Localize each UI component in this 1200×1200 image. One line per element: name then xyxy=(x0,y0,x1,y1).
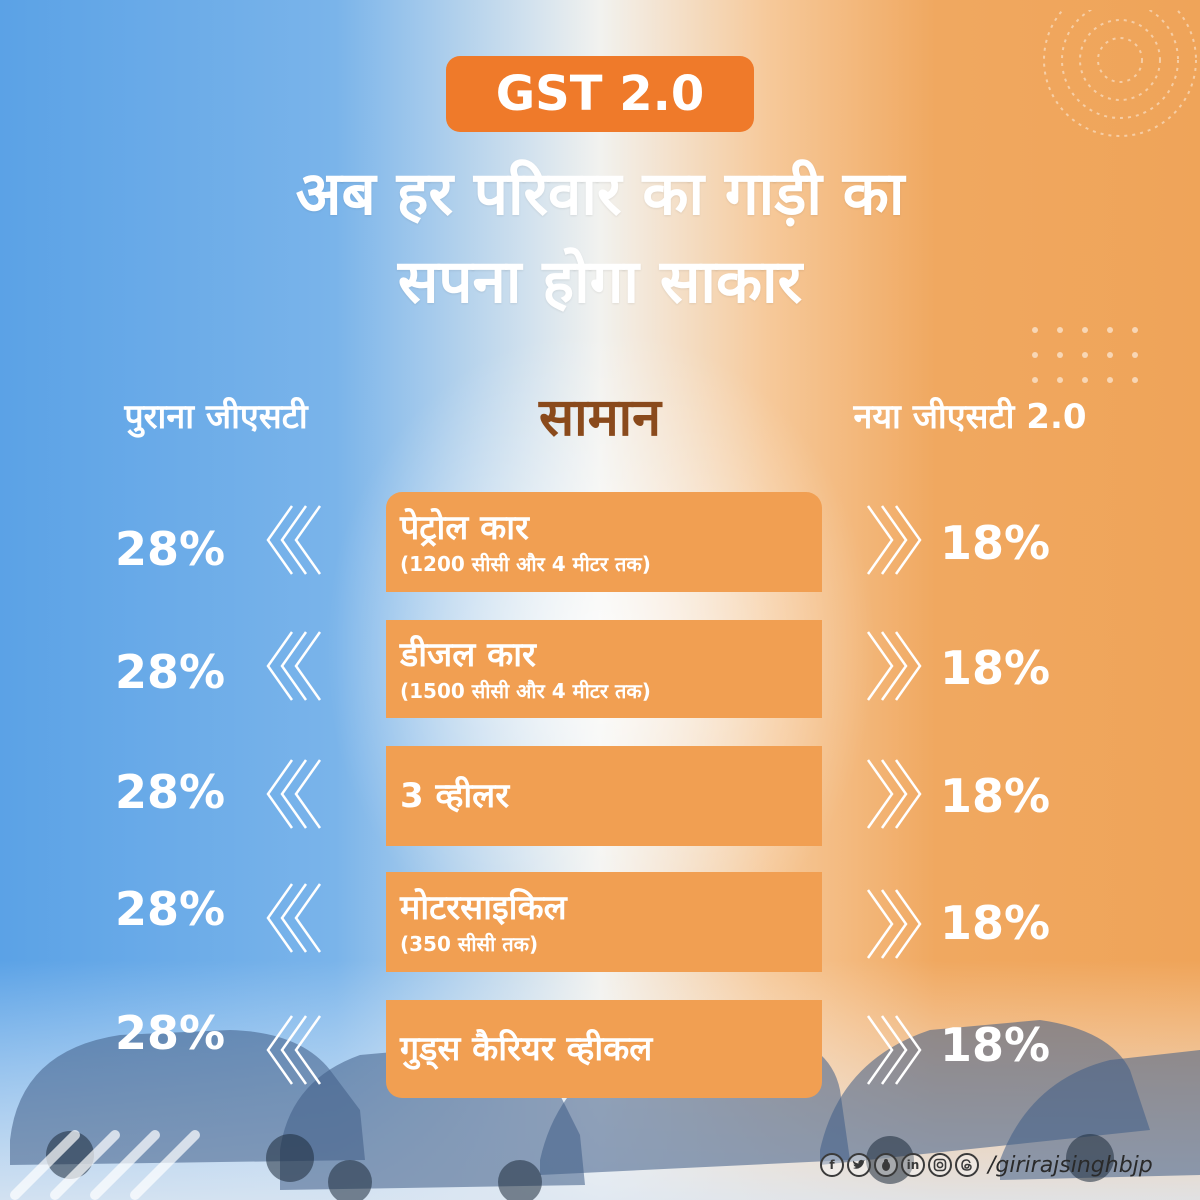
decorative-dots xyxy=(1032,327,1138,383)
old-rate-3-wheeler: 28% xyxy=(114,765,226,819)
item-name: गुड्स कैरियर व्हीकल xyxy=(400,1029,653,1069)
chevron-left-icon xyxy=(266,631,322,701)
linkedin-icon[interactable]: in xyxy=(901,1153,925,1177)
new-rate-3-wheeler: 18% xyxy=(939,769,1051,823)
old-rate-goods-carrier: 28% xyxy=(114,1006,226,1060)
chevron-right-icon xyxy=(866,505,922,575)
new-rate-goods-carrier: 18% xyxy=(939,1018,1051,1072)
item-motorcycle: मोटरसाइकिल (350 सीसी तक) xyxy=(386,872,822,972)
item-goods-carrier: गुड्स कैरियर व्हीकल xyxy=(386,1000,822,1098)
item-detail: (1200 सीसी और 4 मीटर तक) xyxy=(400,552,651,576)
chevron-right-icon xyxy=(866,759,922,829)
item-name: पेट्रोल कार xyxy=(400,508,529,548)
item-name: मोटरसाइकिल xyxy=(400,888,567,928)
old-rate-motorcycle: 28% xyxy=(114,882,226,936)
item-3-wheeler: 3 व्हीलर xyxy=(386,746,822,846)
item-detail: (1500 सीसी और 4 मीटर तक) xyxy=(400,679,651,703)
gst-badge: GST 2.0 xyxy=(446,56,754,132)
chevron-right-icon xyxy=(866,1015,922,1085)
new-rate-diesel-car: 18% xyxy=(939,641,1051,695)
chevron-right-icon xyxy=(866,631,922,701)
item-petrol-car: पेट्रोल कार (1200 सीसी और 4 मीटर तक) xyxy=(386,492,822,592)
old-gst-heading: पुराना जीएसटी xyxy=(124,397,308,437)
item-heading: सामान xyxy=(538,388,662,448)
chevron-right-icon xyxy=(866,889,922,959)
headline: अब हर परिवार का गाड़ी का सपना होगा साकार xyxy=(100,150,1100,326)
facebook-icon[interactable]: f xyxy=(820,1153,844,1177)
chevron-left-icon xyxy=(266,759,322,829)
social-handle[interactable]: /girirajsinghbjp xyxy=(988,1152,1153,1178)
threads-icon[interactable] xyxy=(955,1153,979,1177)
chevron-left-icon xyxy=(266,883,322,953)
new-rate-petrol-car: 18% xyxy=(939,516,1051,570)
badge-text: GST 2.0 xyxy=(495,66,705,122)
koo-icon[interactable] xyxy=(874,1153,898,1177)
chevron-left-icon xyxy=(266,505,322,575)
item-diesel-car: डीजल कार (1500 सीसी और 4 मीटर तक) xyxy=(386,620,822,718)
new-rate-motorcycle: 18% xyxy=(939,896,1051,950)
new-gst-heading: नया जीएसटी 2.0 xyxy=(853,397,1087,437)
headline-line-1: अब हर परिवार का गाड़ी का xyxy=(295,159,905,229)
headline-line-2: सपना होगा साकार xyxy=(397,247,803,317)
old-rate-diesel-car: 28% xyxy=(114,645,226,699)
social-footer: f in /girirajsinghbjp xyxy=(820,1144,1190,1186)
item-detail: (350 सीसी तक) xyxy=(400,932,539,956)
twitter-icon[interactable] xyxy=(847,1153,871,1177)
item-name: 3 व्हीलर xyxy=(400,776,510,816)
old-rate-petrol-car: 28% xyxy=(114,522,226,576)
instagram-icon[interactable] xyxy=(928,1153,952,1177)
decorative-rings xyxy=(1043,10,1197,137)
chevron-left-icon xyxy=(266,1015,322,1085)
item-name: डीजल कार xyxy=(400,635,536,675)
